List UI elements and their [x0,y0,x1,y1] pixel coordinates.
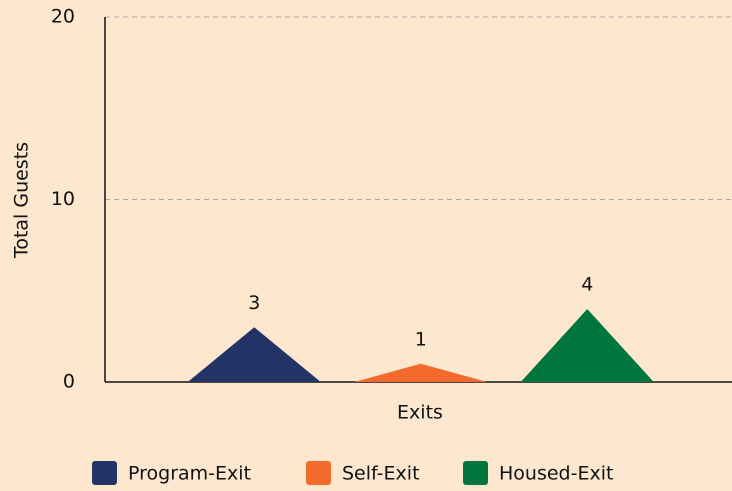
legend-swatch [306,461,331,485]
data-label: 4 [581,274,593,296]
legend-swatch [92,461,117,485]
data-label: 3 [248,292,260,314]
legend-label: Program-Exit [128,463,251,485]
legend-swatch [463,461,488,485]
bar [520,309,654,382]
y-tick-label: 0 [63,371,75,393]
bar [354,363,488,382]
y-tick-label: 10 [51,188,75,210]
y-axis-label: Total Guests [11,142,33,259]
legend-label: Housed-Exit [499,463,613,485]
data-label: 1 [415,328,427,350]
legend-label: Self-Exit [342,463,420,485]
x-axis-label: Exits [397,402,443,424]
y-tick-label: 20 [51,6,75,28]
bar [187,327,321,382]
